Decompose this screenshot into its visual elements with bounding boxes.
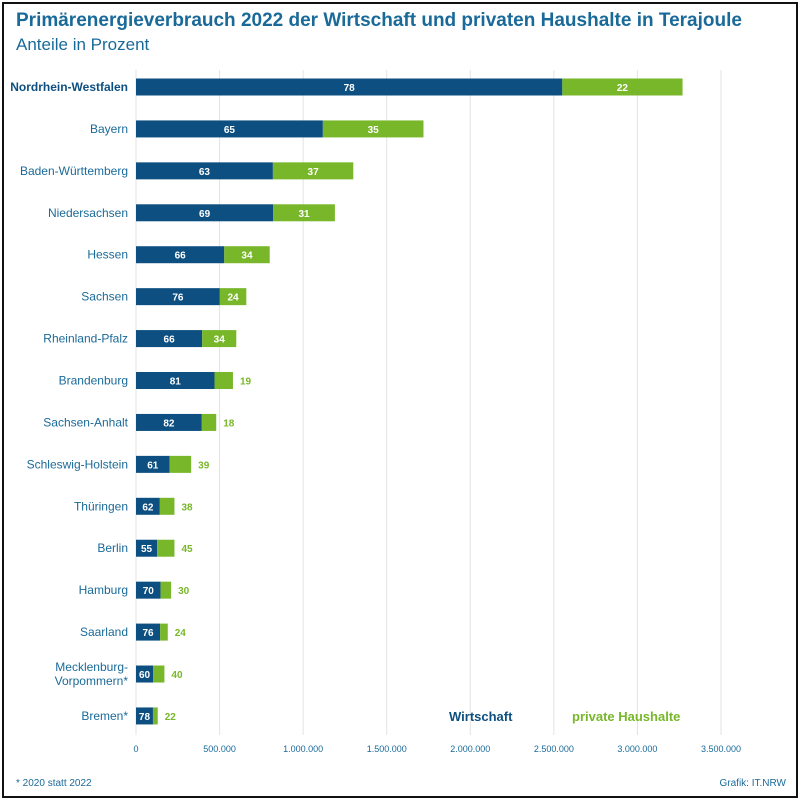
bar-haushalte: [224, 246, 270, 264]
category-label: Rheinland-Pfalz: [43, 332, 128, 346]
bar-haushalte: [272, 162, 354, 180]
data-label-haushalte: 31: [299, 209, 311, 220]
data-label-haushalte: 37: [308, 167, 320, 178]
data-label-wirtschaft: 82: [163, 418, 175, 429]
data-label-wirtschaft: 55: [141, 544, 153, 555]
data-label-wirtschaft: 70: [143, 586, 155, 597]
bar-wirtschaft: [136, 581, 161, 599]
chart-subtitle: Anteile in Prozent: [16, 35, 150, 54]
bar-haushalte: [202, 330, 237, 348]
data-label-haushalte: 22: [165, 712, 177, 723]
data-label-wirtschaft: 60: [139, 670, 151, 681]
legend-haushalte: private Haushalte: [572, 709, 680, 724]
bar-wirtschaft: [136, 330, 203, 348]
footnote: * 2020 statt 2022: [16, 778, 92, 789]
legend: Wirtschaft private Haushalte: [449, 709, 680, 724]
x-tick-label: 3.000.000: [617, 744, 657, 754]
bar-wirtschaft: [136, 78, 563, 96]
category-label: Niedersachsen: [48, 206, 128, 220]
category-label: Mecklenburg-Vorpommern*: [55, 660, 129, 688]
bars: 78 22 65 35 63 37 69 31 66 34 76 24 66 34 81 19 82 18 61 39…: [136, 78, 683, 725]
category-label: Saarland: [80, 625, 128, 639]
legend-wirtschaft: Wirtschaft: [449, 709, 513, 724]
x-axis-ticks: 0 500.000 1.000.000 1.500.000 2.000.000 2.500…: [133, 744, 741, 754]
data-label-wirtschaft: 76: [172, 293, 184, 304]
bar-wirtschaft: [136, 372, 215, 390]
category-label: Berlin: [97, 541, 128, 555]
category-label: Hamburg: [79, 583, 128, 597]
data-label-wirtschaft: 78: [344, 83, 356, 94]
data-label-haushalte: 38: [181, 502, 193, 513]
data-label-wirtschaft: 81: [170, 377, 182, 388]
data-label-haushalte: 39: [198, 460, 210, 471]
bar-haushalte: [169, 455, 192, 473]
bar-wirtschaft: [136, 413, 202, 431]
category-label: Sachsen: [81, 290, 128, 304]
data-label-haushalte: 35: [368, 125, 380, 136]
data-label-wirtschaft: 78: [139, 712, 151, 723]
category-label: Nordrhein-Westfalen: [10, 80, 128, 94]
data-label-wirtschaft: 61: [147, 460, 159, 471]
category-label: Schleswig-Holstein: [27, 457, 128, 471]
bar-wirtschaft: [136, 288, 220, 306]
bar-haushalte: [273, 204, 335, 222]
bar-wirtschaft: [136, 497, 160, 515]
data-label-haushalte: 24: [175, 628, 187, 639]
data-label-wirtschaft: 66: [175, 251, 187, 262]
category-label: Hessen: [87, 248, 128, 262]
x-tick-label: 3.500.000: [701, 744, 741, 754]
data-label-haushalte: 40: [171, 670, 183, 681]
bar-wirtschaft: [136, 162, 273, 180]
bar-wirtschaft: [136, 120, 323, 138]
bar-haushalte: [562, 78, 683, 96]
data-label-haushalte: 22: [617, 83, 629, 94]
category-label: Brandenburg: [59, 374, 128, 388]
bar-wirtschaft: [136, 204, 274, 222]
x-tick-label: 2.000.000: [450, 744, 490, 754]
x-tick-label: 500.000: [203, 744, 236, 754]
data-label-haushalte: 19: [240, 377, 252, 388]
bar-haushalte: [157, 539, 175, 557]
bar-haushalte: [153, 665, 165, 683]
data-label-haushalte: 24: [228, 293, 240, 304]
bar-wirtschaft: [136, 539, 158, 557]
bar-haushalte: [201, 413, 217, 431]
data-label-haushalte: 34: [241, 251, 253, 262]
bar-wirtschaft: [136, 455, 170, 473]
bar-wirtschaft: [136, 623, 161, 641]
x-tick-label: 1.500.000: [367, 744, 407, 754]
bar-haushalte: [160, 581, 172, 599]
x-tick-label: 0: [133, 744, 138, 754]
x-tick-label: 1.000.000: [283, 744, 323, 754]
bar-haushalte: [322, 120, 424, 138]
bar-wirtschaft: [136, 246, 225, 264]
data-label-haushalte: 18: [223, 418, 235, 429]
data-label-haushalte: 30: [178, 586, 190, 597]
bar-haushalte: [159, 497, 175, 515]
data-label-wirtschaft: 66: [164, 335, 176, 346]
category-label: Thüringen: [74, 499, 128, 513]
data-label-haushalte: 45: [181, 544, 193, 555]
data-label-wirtschaft: 62: [142, 502, 154, 513]
category-labels: Nordrhein-Westfalen Bayern Baden-Württembe…: [10, 80, 128, 723]
data-label-wirtschaft: 63: [199, 167, 211, 178]
category-label: Sachsen-Anhalt: [43, 415, 128, 429]
bar-haushalte: [219, 288, 247, 306]
chart-title: Primärenergieverbrauch 2022 der Wirtscha…: [16, 10, 742, 31]
x-tick-label: 2.500.000: [534, 744, 574, 754]
bar-haushalte: [160, 623, 168, 641]
data-label-wirtschaft: 69: [199, 209, 211, 220]
category-label: Bremen*: [81, 709, 128, 723]
credit: Grafik: IT.NRW: [719, 778, 786, 789]
data-label-haushalte: 34: [214, 335, 226, 346]
data-label-wirtschaft: 65: [224, 125, 236, 136]
bar-haushalte: [214, 372, 233, 390]
bar-wirtschaft: [136, 665, 154, 683]
bar-wirtschaft: [136, 707, 153, 725]
data-label-wirtschaft: 76: [143, 628, 155, 639]
category-label: Baden-Württemberg: [20, 164, 128, 178]
category-label: Bayern: [90, 122, 128, 136]
bar-haushalte: [152, 707, 158, 725]
